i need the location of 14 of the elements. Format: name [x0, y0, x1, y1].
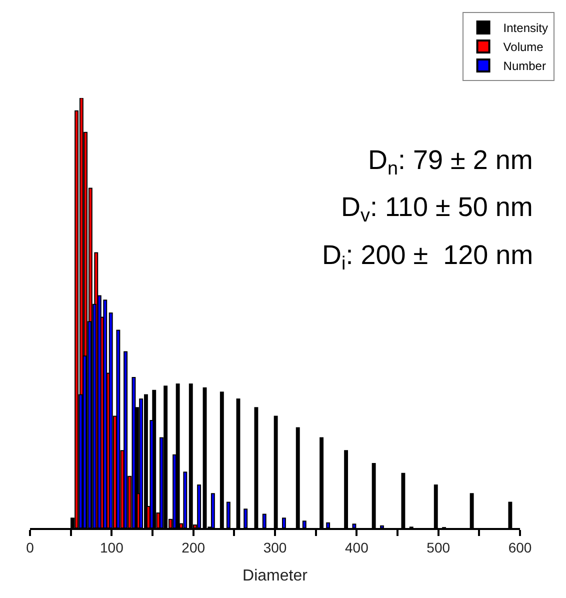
x-tick-label: 500 — [426, 540, 450, 556]
annotation: D$_{i}$: 200 ± 120 nm — [322, 240, 534, 275]
legend-label: Intensity — [503, 21, 548, 36]
x-tick-label: 400 — [344, 540, 369, 556]
legend-label: Volume — [503, 40, 544, 54]
legend-label: Number — [503, 59, 546, 74]
x-tick-label: 100 — [100, 540, 124, 556]
annotation: D$_{v}$: 110 ± 50 nm — [341, 192, 533, 227]
x-tick-label: 300 — [263, 540, 287, 556]
x-axis-title: Diameter — [242, 568, 308, 585]
annotation: D$_{n}$: 79 ± 2 nm — [368, 145, 533, 180]
x-tick-label: 600 — [508, 540, 532, 556]
x-tick-label: 200 — [182, 540, 206, 556]
x-tick-label: 0 — [26, 540, 34, 556]
